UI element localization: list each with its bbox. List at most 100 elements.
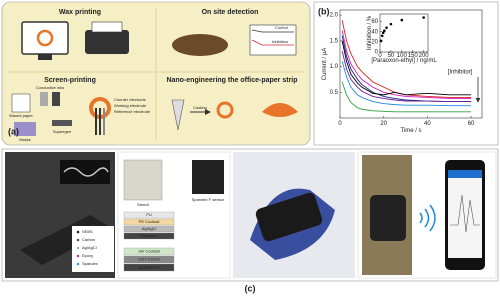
material-label: Ag/AgCl <box>82 245 97 250</box>
trace-label: Control <box>275 25 288 30</box>
signal-plot <box>249 24 297 56</box>
tube <box>171 99 185 131</box>
data-line <box>341 81 472 113</box>
layer <box>123 247 175 256</box>
squeegee <box>52 120 72 126</box>
bullet <box>76 246 80 250</box>
soil <box>172 34 228 56</box>
x-tick-label: 60 <box>468 121 475 127</box>
sensor <box>192 160 224 194</box>
x-tick-label: 100 <box>397 53 408 59</box>
y-tick-label: 0.5 <box>330 90 339 96</box>
strip <box>262 103 298 117</box>
layer <box>123 255 175 264</box>
material-label: SEBS <box>82 229 93 234</box>
y-axis-label: Current / µA <box>322 48 328 80</box>
material-label: Spandex <box>82 261 98 266</box>
materials: SEBS Carbon Ag/AgCl Epoxy Spandex <box>76 229 98 266</box>
label: Masks <box>19 137 31 142</box>
label: Conductive inks <box>36 85 64 90</box>
data-line <box>341 20 472 98</box>
x-tick-label: 40 <box>424 121 431 127</box>
layer-label: Spandex+C <box>138 265 159 270</box>
label: Squeegee <box>53 129 72 134</box>
step-title: Screen-printing <box>44 77 96 84</box>
x-tick-label: 20 <box>380 121 387 127</box>
bullet <box>76 238 80 242</box>
sensor-photo <box>60 160 110 184</box>
label: Stencil <box>137 202 149 207</box>
data-line <box>341 61 472 107</box>
data-line <box>341 40 472 96</box>
sensor-trace <box>63 167 109 177</box>
material-label: Carbon <box>82 237 95 242</box>
layer-label: GK Cocktail <box>138 249 159 254</box>
plot-frame <box>379 13 429 53</box>
label: Casting <box>193 105 207 110</box>
app-bar <box>448 170 482 178</box>
layer <box>123 211 175 219</box>
data-point <box>379 39 383 43</box>
charts: 0 20 40 60 0.5 1.0 1.5 2.0 Time / s Current / µA [… <box>322 9 483 134</box>
ink <box>40 92 48 106</box>
data-point <box>400 18 404 22</box>
y-tick-label: 20 <box>371 39 378 45</box>
x-tick-label: 0 <box>378 53 382 59</box>
label: Working electrode <box>114 103 147 108</box>
data-point <box>380 34 384 38</box>
wireless <box>419 204 436 232</box>
panel-label: (a) <box>8 126 19 136</box>
layer-label: Ag/AgCl <box>142 226 157 231</box>
electrode-ring <box>216 101 234 119</box>
printer <box>85 30 129 54</box>
layer <box>123 263 175 272</box>
layer <box>123 218 175 226</box>
trace-label: Inhibition <box>272 39 288 44</box>
layer-label: PU <box>146 212 152 217</box>
y-tick-label: 40 <box>371 29 378 35</box>
y-tick-label: 2.0 <box>330 13 339 19</box>
inhibition-trace <box>251 39 294 46</box>
layer-label: PE Cocktail <box>139 219 160 224</box>
wax-ring <box>36 29 54 47</box>
sensor-band <box>255 192 323 242</box>
data-point <box>381 31 385 35</box>
x-tick-label: 200 <box>419 53 430 59</box>
layer-label: CNT-COOH <box>138 257 159 262</box>
y-tick-label: 1.5 <box>330 38 339 44</box>
label: Waxed paper <box>9 113 33 118</box>
y-axis-label: Inhibition / % <box>367 15 373 50</box>
ink <box>52 92 60 106</box>
label: Spandex F sensor <box>192 197 225 202</box>
x-tick-label: 150 <box>408 53 419 59</box>
material-label: Epoxy <box>82 253 93 258</box>
bullet <box>76 230 80 234</box>
panel-label: (b) <box>318 6 330 16</box>
panel-label: (c) <box>245 283 256 293</box>
label: Reference electrode <box>114 109 151 114</box>
layers: PU PE Cocktail Ag/AgCl Spandex GK Cocktail CN… <box>123 211 175 272</box>
y-tick-label: 1.0 <box>330 64 339 70</box>
y-tick-label: 60 <box>371 19 378 25</box>
label: Counter electrode <box>114 97 147 102</box>
annotation: [Inhibitor] <box>448 70 473 76</box>
layer <box>123 225 175 233</box>
phone-trace <box>450 194 480 233</box>
bullet <box>76 262 80 266</box>
x-tick-label: 50 <box>388 53 395 59</box>
layer-label: Spandex <box>141 233 157 238</box>
data-point <box>389 22 393 26</box>
inset-bg <box>380 14 428 52</box>
control-trace <box>251 29 294 33</box>
bullet <box>76 254 80 258</box>
step-title: Wax printing <box>59 9 101 16</box>
data-point <box>383 29 386 33</box>
step-title: Nano-engineering the office-paper strip <box>166 77 297 84</box>
stencil <box>123 159 163 201</box>
monitor <box>21 21 69 55</box>
plot-frame <box>339 9 483 119</box>
x-tick-label: 0 <box>338 121 342 127</box>
x-axis-label: Time / s <box>400 128 421 134</box>
